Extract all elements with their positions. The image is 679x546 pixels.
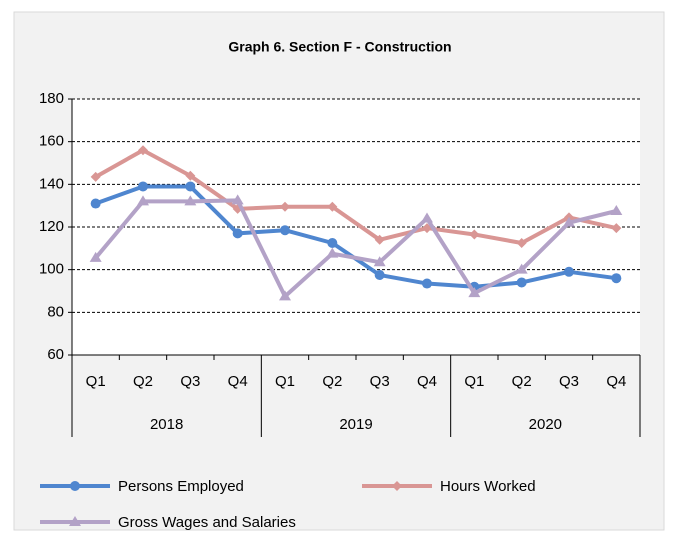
marker [326,247,339,258]
plot-area [72,99,640,355]
y-tick-label: 180 [39,90,64,107]
marker [374,234,385,245]
marker [185,181,196,192]
marker [516,277,527,288]
marker [516,238,527,248]
marker [184,195,197,206]
marker [231,194,244,205]
marker [185,170,196,181]
series-line [94,198,617,299]
marker [515,263,528,274]
marker [327,238,338,248]
x-tick-label: Q1 [86,373,106,390]
marker [280,201,290,212]
marker [70,481,80,491]
marker [373,256,386,267]
marker [232,228,243,239]
marker [138,181,148,192]
marker [392,481,402,491]
marker [69,516,81,526]
y-tick-label: 120 [39,218,64,235]
x-tick-label: Q3 [180,373,200,390]
x-tick-label: Q3 [559,373,579,390]
marker [421,212,433,223]
series-line [94,148,617,245]
legend-label: Hours Worked [440,478,536,495]
marker [327,201,338,212]
marker [137,195,149,206]
chart-title: Graph 6. Section F - Construction [228,39,451,55]
group-label: 2020 [529,416,562,433]
marker [89,251,102,262]
marker [611,273,622,284]
marker [610,205,623,215]
marker [374,270,385,280]
x-tick-label: Q3 [370,373,390,390]
y-tick-label: 140 [39,175,64,192]
marker [138,145,148,156]
marker [468,287,481,298]
y-tick-label: 60 [47,346,64,363]
legend-label: Persons Employed [118,478,244,495]
x-tick-label: Q4 [228,373,248,390]
y-tick-label: 160 [39,133,64,150]
marker [563,216,575,227]
x-tick-label: Q2 [322,373,342,390]
x-tick-label: Q2 [133,373,153,390]
marker [611,223,622,234]
marker [280,225,290,236]
marker [279,290,291,301]
marker [564,266,574,277]
x-tick-label: Q1 [464,373,484,390]
legend-label: Gross Wages and Salaries [118,514,296,531]
y-tick-label: 80 [47,303,64,320]
marker [90,171,101,182]
x-tick-label: Q1 [275,373,295,390]
marker [469,229,480,240]
y-tick-label: 100 [39,261,64,278]
x-tick-label: Q4 [606,373,626,390]
marker [90,198,101,209]
x-tick-label: Q4 [417,373,437,390]
x-tick-label: Q2 [512,373,532,390]
marker [422,278,432,289]
group-label: 2018 [150,416,183,433]
group-label: 2019 [339,416,372,433]
